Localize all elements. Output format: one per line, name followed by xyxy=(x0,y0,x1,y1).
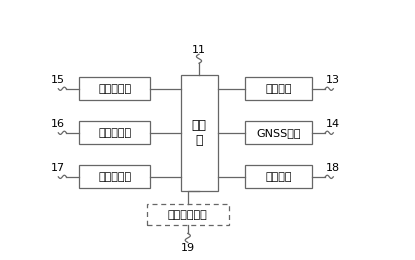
Text: 通讯模块: 通讯模块 xyxy=(265,84,292,94)
Text: 16: 16 xyxy=(51,119,65,129)
FancyBboxPatch shape xyxy=(79,165,150,188)
Text: 气压传感器: 气压传感器 xyxy=(98,128,131,138)
FancyBboxPatch shape xyxy=(245,77,312,100)
Text: 11: 11 xyxy=(192,45,206,55)
Text: 温度传感器: 温度传感器 xyxy=(98,84,131,94)
FancyBboxPatch shape xyxy=(79,121,150,144)
Text: 19: 19 xyxy=(181,243,195,254)
Text: 18: 18 xyxy=(326,163,340,173)
FancyBboxPatch shape xyxy=(181,75,217,191)
Text: 13: 13 xyxy=(326,75,340,85)
Text: 无人
机: 无人 机 xyxy=(191,119,207,147)
Text: 湿度传感器: 湿度传感器 xyxy=(98,172,131,182)
FancyBboxPatch shape xyxy=(147,204,229,225)
Text: 17: 17 xyxy=(51,163,66,173)
Text: 15: 15 xyxy=(51,75,65,85)
Text: 自动驾驶模块: 自动驾驶模块 xyxy=(168,210,208,220)
Text: 存储模块: 存储模块 xyxy=(265,172,292,182)
Text: 14: 14 xyxy=(326,119,340,129)
FancyBboxPatch shape xyxy=(245,165,312,188)
Text: GNSS模块: GNSS模块 xyxy=(256,128,301,138)
FancyBboxPatch shape xyxy=(79,77,150,100)
FancyBboxPatch shape xyxy=(245,121,312,144)
